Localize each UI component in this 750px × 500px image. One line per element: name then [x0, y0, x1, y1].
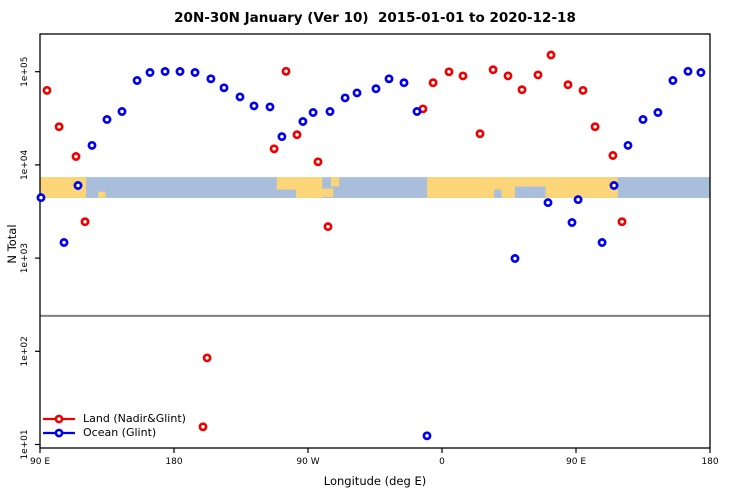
data-point-ocean [340, 93, 350, 103]
data-point-ocean [206, 74, 216, 84]
data-point-ocean [668, 76, 678, 85]
x-tick-label: 90 E [30, 457, 50, 467]
ocean-series-symbol-icon [43, 428, 75, 438]
data-point-land [617, 217, 627, 227]
data-point-ocean [87, 140, 97, 150]
x-tick-label: 0 [439, 457, 445, 467]
data-point-land [428, 78, 438, 88]
data-point-ocean [235, 92, 245, 102]
plot-frame [39, 33, 711, 449]
data-point-ocean [609, 181, 619, 190]
data-point-land [517, 85, 527, 95]
data-point-ocean [384, 74, 394, 84]
data-point-ocean [73, 181, 83, 190]
data-point-ocean [696, 68, 706, 77]
data-point-land [488, 65, 498, 75]
data-point-land [313, 157, 323, 167]
map-band-land-patch [98, 191, 106, 198]
data-point-ocean [265, 102, 275, 112]
data-point-ocean [573, 195, 583, 205]
map-band-water-patch [514, 186, 546, 198]
data-point-ocean [160, 67, 170, 76]
data-point-ocean [638, 115, 648, 124]
land-series-symbol-icon [43, 414, 75, 424]
y-tick-label: 1e+04 [20, 150, 30, 181]
data-point-ocean [298, 117, 308, 126]
data-point-ocean [59, 238, 69, 247]
data-point-land [281, 66, 291, 76]
legend: Land (Nadir&Glint) Ocean (Glint) [42, 412, 186, 440]
data-point-ocean [132, 76, 142, 85]
data-point-land [80, 217, 90, 227]
x-tick-label: 180 [701, 457, 718, 467]
data-point-ocean [352, 88, 362, 98]
data-point-land [563, 80, 573, 90]
map-band-land-patch [276, 177, 299, 190]
legend-item-land: Land (Nadir&Glint) [42, 412, 186, 426]
data-point-ocean [175, 67, 185, 76]
data-point-land [292, 130, 302, 140]
data-point-ocean [399, 78, 409, 88]
data-point-land [590, 122, 600, 132]
data-point-land [546, 50, 556, 60]
data-point-ocean [277, 132, 287, 142]
data-point-ocean [597, 238, 607, 247]
y-tick-label: 1e+05 [20, 57, 30, 87]
data-point-land [444, 67, 454, 77]
legend-item-ocean: Ocean (Glint) [42, 426, 186, 440]
data-point-ocean [190, 68, 200, 77]
data-point-ocean [117, 107, 127, 116]
legend-label-land: Land (Nadir&Glint) [83, 412, 186, 425]
data-point-land [578, 85, 588, 95]
data-point-ocean [623, 140, 633, 150]
y-tick-label: 1e+02 [20, 336, 30, 366]
map-band-land-patch [331, 177, 340, 187]
data-point-ocean [653, 108, 663, 117]
data-point-ocean [412, 107, 422, 116]
data-point-land [198, 422, 208, 432]
data-point-land [323, 222, 333, 232]
data-point-land [42, 85, 52, 95]
data-point-ocean [308, 108, 318, 117]
y-tick-label: 1e+01 [20, 429, 30, 459]
map-band-water-patch [494, 189, 502, 198]
data-point-ocean [325, 107, 335, 116]
data-point-land [54, 122, 64, 132]
data-point-ocean [145, 68, 155, 77]
map-band-land-patch [316, 188, 334, 197]
x-tick-label: 90 E [566, 457, 586, 467]
data-point-ocean [683, 66, 693, 76]
y-tick-label: 1e+03 [20, 243, 30, 273]
data-point-land [533, 70, 543, 80]
data-point-ocean [567, 218, 577, 227]
legend-label-ocean: Ocean (Glint) [83, 426, 157, 439]
y-axis-label: N Total [5, 224, 19, 264]
data-point-ocean [510, 254, 520, 263]
data-point-land [202, 353, 212, 363]
data-point-land [458, 71, 468, 81]
data-point-ocean [371, 84, 381, 94]
data-point-ocean [249, 101, 259, 111]
data-point-ocean [543, 198, 553, 208]
data-point-land [475, 129, 485, 139]
x-axis-label: Longitude (deg E) [323, 474, 427, 488]
data-point-ocean [36, 193, 46, 203]
map-band-land-patch [296, 177, 323, 198]
map-band-land-patch [40, 177, 87, 198]
chart-title: 20N-30N January (Ver 10) 2015-01-01 to 2… [174, 10, 576, 26]
data-point-land [608, 151, 618, 160]
data-point-ocean [102, 115, 112, 124]
data-point-land [71, 152, 81, 161]
x-tick-label: 180 [165, 457, 182, 467]
data-point-land [503, 71, 513, 81]
data-point-land [269, 144, 279, 154]
x-tick-label: 90 W [296, 457, 319, 467]
data-point-ocean [219, 83, 229, 93]
data-point-ocean [422, 431, 432, 441]
